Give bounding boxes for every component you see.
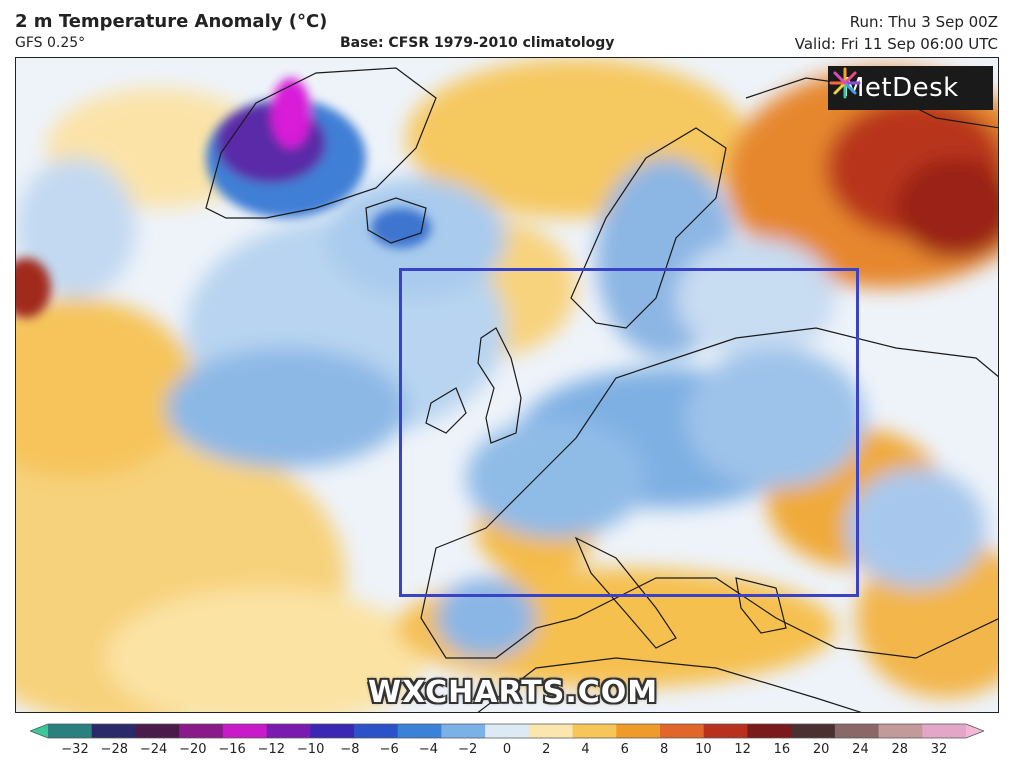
colorbar-tick-label: −16 [218,742,246,757]
colorbar-segment [354,724,399,738]
model-label: GFS 0.25° [15,35,86,51]
colorbar-tick-label: −24 [139,742,168,757]
greenland-cold-core [16,78,431,318]
colorbar-tick-label: 32 [930,742,948,757]
colorbar-arrow-right [966,724,984,738]
colorbar-segment [747,724,792,738]
base-label: Base: CFSR 1979-2010 climatology [340,35,615,51]
colorbar-tick-label: 6 [620,742,629,757]
colorbar-tick-label: −2 [458,742,478,757]
colorbar-tick-label: 24 [852,742,869,757]
colorbar-segment [616,724,661,738]
metdesk-logo: MetDesk [828,66,993,110]
chart-title: 2 m Temperature Anomaly (°C) [15,11,328,32]
colorbar-ticks: −32 −28 −24 −20 −16 −12 −10 −8 −6 −4 −2 0 2 4 6 8 10 12 16… [30,742,984,762]
colorbar-tick-label: 16 [773,742,791,757]
colorbar-strip [28,723,986,739]
valid-label: Valid: Fri 11 Sep 06:00 UTC [794,35,998,53]
colorbar-segment [397,724,443,738]
colorbar-arrow-left [30,724,48,738]
colorbar-tick-label: −6 [379,742,399,757]
colorbar-segment [878,724,923,738]
colorbar-tick-label: 20 [812,742,830,757]
colorbar-tick-label: 4 [581,742,590,757]
colorbar-tick-label: 2 [542,742,551,757]
colorbar-segment [485,724,530,738]
colorbar-tick-label: 0 [502,742,512,757]
colorbar-segment [441,724,486,738]
colorbar-segment [179,724,224,738]
colorbar-tick-label: −10 [296,742,325,757]
colorbar-segment [572,724,617,738]
colorbar-segment [135,724,180,738]
colorbar-segment [91,724,137,738]
colorbar-tick-label: −20 [179,742,207,757]
colorbar-segment [834,724,880,738]
colorbar-tick-label: −32 [61,742,89,757]
colorbar-segment [660,724,705,738]
anomaly-map: MetDesk WXCHARTS.COM [15,57,999,713]
wxcharts-watermark: WXCHARTS.COM [368,675,659,710]
colorbar-segment [266,724,311,738]
colorbar-segment [528,724,574,738]
run-label: Run: Thu 3 Sep 00Z [849,13,998,31]
colorbar-tick-label: −28 [100,742,128,757]
colorbar-tick-label: 12 [734,742,751,757]
colorbar-tick-label: −12 [257,742,286,757]
colorbar-segment [922,724,967,738]
colorbar-tick-label: 8 [659,742,669,757]
coastlines [205,67,998,712]
colorbar-tick-label: −8 [340,742,360,757]
colorbar-tick-label: 28 [891,742,908,757]
colorbar: −32 −28 −24 −20 −16 −12 −10 −8 −6 −4 −2 0 2 4 6 8 10 12 16… [28,722,986,766]
map-canvas [16,58,998,712]
colorbar-tick-label: −4 [418,742,439,757]
colorbar-segment [48,724,93,738]
colorbar-segment [222,724,268,738]
colorbar-segment [310,724,355,738]
colorbar-segment [791,724,836,738]
colorbar-tick-label: 10 [695,742,712,757]
metdesk-burst-icon [829,67,861,99]
highlight-box [399,268,859,597]
colorbar-segment [703,724,749,738]
metdesk-logo-text: MetDesk [842,73,959,103]
